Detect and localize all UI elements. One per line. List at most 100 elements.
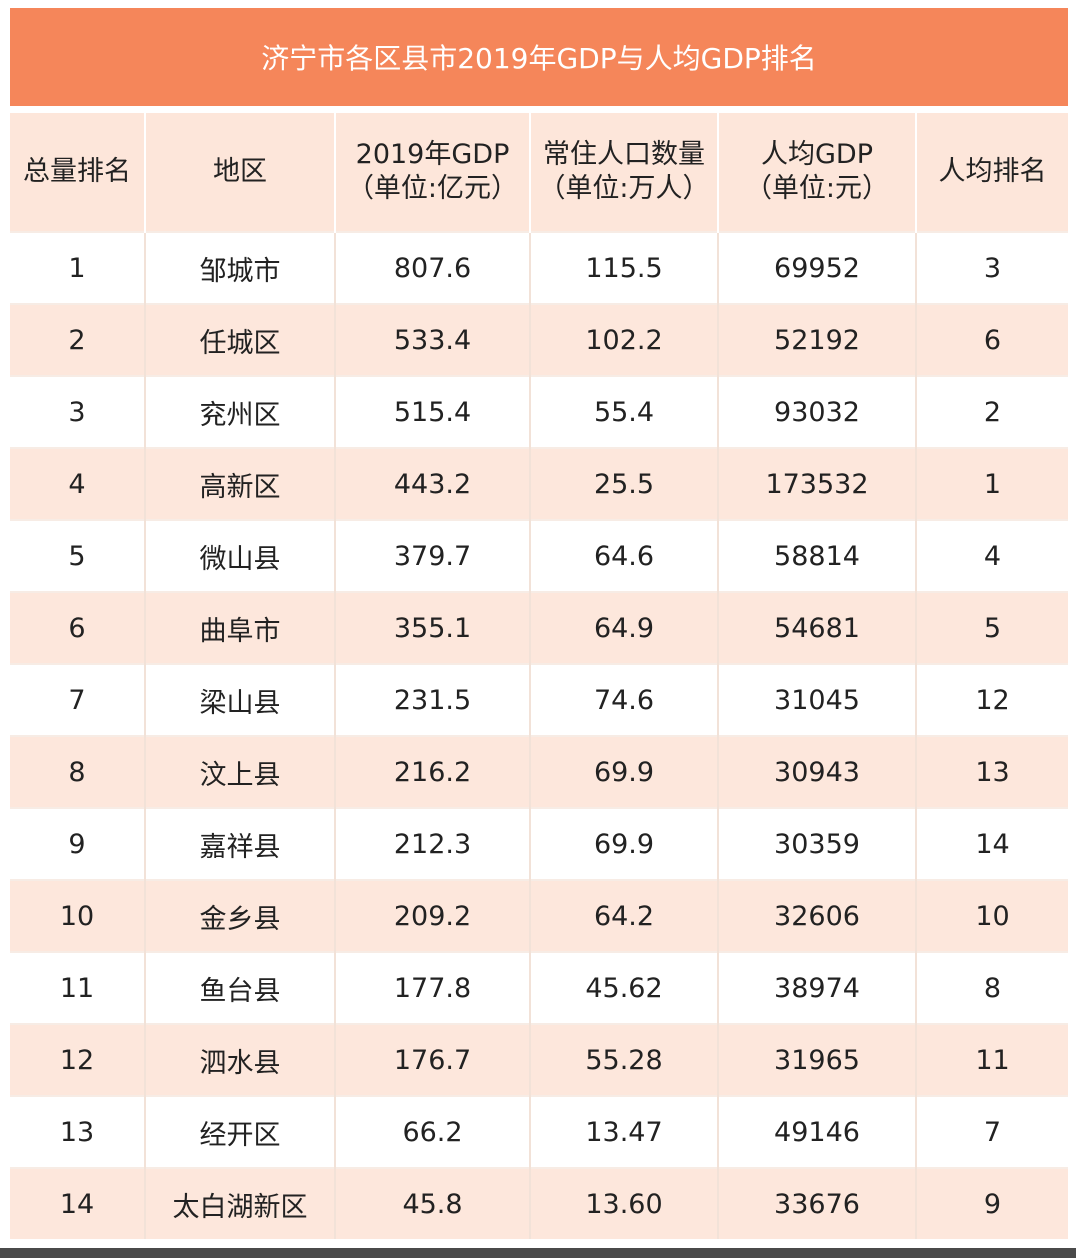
cell-per-capita-rank: 12 (916, 663, 1068, 736)
table-header: 总量排名 地区 2019年GDP （单位:亿元） 常住人口数量 （单位:万人） 人均GDP （… (10, 113, 1068, 232)
cell-gdp: 45.8 (335, 1167, 531, 1239)
cell-population: 13.60 (530, 1167, 719, 1239)
cell-per-capita-rank: 1 (916, 447, 1068, 520)
cell-region: 梁山县 (145, 663, 336, 736)
table-row: 2 任城区 533.4 102.2 52192 6 (10, 303, 1068, 376)
header-line: （单位:元） (744, 173, 890, 204)
title-bar: 济宁市各区县市2019年GDP与人均GDP排名 (10, 8, 1068, 106)
cell-total-rank: 10 (10, 879, 146, 952)
cell-gdp-per-capita: 52192 (718, 303, 917, 376)
header-line: 地区 (213, 156, 267, 187)
table-row: 4 高新区 443.2 25.5 173532 1 (10, 447, 1068, 520)
cell-total-rank: 12 (10, 1023, 146, 1096)
table-row: 14 太白湖新区 45.8 13.60 33676 9 (10, 1167, 1068, 1239)
cell-population: 64.9 (530, 591, 719, 664)
cell-population: 13.47 (530, 1095, 719, 1168)
cell-region: 泗水县 (145, 1023, 336, 1096)
table-row: 13 经开区 66.2 13.47 49146 7 (10, 1095, 1068, 1168)
header-gdp: 2019年GDP （单位:亿元） (335, 113, 531, 232)
cell-gdp: 176.7 (335, 1023, 531, 1096)
cell-per-capita-rank: 14 (916, 807, 1068, 880)
table-title: 济宁市各区县市2019年GDP与人均GDP排名 (261, 42, 817, 75)
cell-per-capita-rank: 4 (916, 519, 1068, 592)
cell-region: 任城区 (145, 303, 336, 376)
cell-region: 金乡县 (145, 879, 336, 952)
gdp-table: 总量排名 地区 2019年GDP （单位:亿元） 常住人口数量 （单位:万人） 人均GDP （… (10, 113, 1068, 1239)
table-row: 7 梁山县 231.5 74.6 31045 12 (10, 663, 1068, 736)
cell-population: 64.2 (530, 879, 719, 952)
cell-population: 64.6 (530, 519, 719, 592)
cell-gdp: 66.2 (335, 1095, 531, 1168)
table-row: 6 曲阜市 355.1 64.9 54681 5 (10, 591, 1068, 664)
cell-total-rank: 2 (10, 303, 146, 376)
header-line: 总量排名 (23, 156, 131, 187)
cell-population: 69.9 (530, 735, 719, 808)
cell-population: 102.2 (530, 303, 719, 376)
cell-total-rank: 5 (10, 519, 146, 592)
header-line: （单位:亿元） (346, 173, 519, 204)
cell-total-rank: 8 (10, 735, 146, 808)
cell-gdp-per-capita: 38974 (718, 951, 917, 1024)
cell-gdp: 443.2 (335, 447, 531, 520)
cell-gdp: 231.5 (335, 663, 531, 736)
cell-per-capita-rank: 11 (916, 1023, 1068, 1096)
cell-per-capita-rank: 13 (916, 735, 1068, 808)
cell-population: 25.5 (530, 447, 719, 520)
header-per-capita-rank: 人均排名 (916, 113, 1068, 232)
cell-total-rank: 9 (10, 807, 146, 880)
cell-gdp: 807.6 (335, 231, 531, 304)
cell-population: 69.9 (530, 807, 719, 880)
cell-per-capita-rank: 3 (916, 231, 1068, 304)
cell-per-capita-rank: 9 (916, 1167, 1068, 1239)
table-row: 10 金乡县 209.2 64.2 32606 10 (10, 879, 1068, 952)
cell-gdp-per-capita: 173532 (718, 447, 917, 520)
table-row: 1 邹城市 807.6 115.5 69952 3 (10, 231, 1068, 304)
cell-gdp-per-capita: 58814 (718, 519, 917, 592)
cell-region: 微山县 (145, 519, 336, 592)
cell-total-rank: 7 (10, 663, 146, 736)
cell-total-rank: 3 (10, 375, 146, 448)
cell-gdp-per-capita: 49146 (718, 1095, 917, 1168)
cell-gdp-per-capita: 93032 (718, 375, 917, 448)
table-row: 5 微山县 379.7 64.6 58814 4 (10, 519, 1068, 592)
cell-gdp-per-capita: 31965 (718, 1023, 917, 1096)
cell-population: 55.4 (530, 375, 719, 448)
cell-total-rank: 1 (10, 231, 146, 304)
cell-population: 55.28 (530, 1023, 719, 1096)
cell-total-rank: 11 (10, 951, 146, 1024)
cell-gdp: 177.8 (335, 951, 531, 1024)
cell-gdp-per-capita: 69952 (718, 231, 917, 304)
cell-population: 45.62 (530, 951, 719, 1024)
cell-gdp: 212.3 (335, 807, 531, 880)
cell-gdp: 533.4 (335, 303, 531, 376)
cell-gdp: 209.2 (335, 879, 531, 952)
cell-region: 鱼台县 (145, 951, 336, 1024)
cell-per-capita-rank: 8 (916, 951, 1068, 1024)
cell-region: 太白湖新区 (145, 1167, 336, 1239)
header-line: （单位:万人） (538, 173, 710, 204)
cell-per-capita-rank: 2 (916, 375, 1068, 448)
cell-total-rank: 4 (10, 447, 146, 520)
cell-per-capita-rank: 10 (916, 879, 1068, 952)
cell-per-capita-rank: 5 (916, 591, 1068, 664)
cell-gdp: 515.4 (335, 375, 531, 448)
cell-region: 高新区 (145, 447, 336, 520)
cell-population: 115.5 (530, 231, 719, 304)
header-line: 人均GDP (761, 139, 873, 170)
cell-per-capita-rank: 7 (916, 1095, 1068, 1168)
cell-gdp-per-capita: 32606 (718, 879, 917, 952)
cell-gdp: 216.2 (335, 735, 531, 808)
table-row: 9 嘉祥县 212.3 69.9 30359 14 (10, 807, 1068, 880)
header-line: 常住人口数量 (543, 139, 705, 170)
table-body: 1 邹城市 807.6 115.5 69952 3 2 任城区 533.4 102.2 52192 6… (10, 231, 1068, 1239)
cell-gdp-per-capita: 30359 (718, 807, 917, 880)
cell-gdp-per-capita: 54681 (718, 591, 917, 664)
cell-total-rank: 14 (10, 1167, 146, 1239)
cell-gdp-per-capita: 31045 (718, 663, 917, 736)
header-total-rank: 总量排名 (10, 113, 146, 232)
cell-region: 嘉祥县 (145, 807, 336, 880)
bottom-edge-strip (0, 1248, 1076, 1258)
cell-region: 曲阜市 (145, 591, 336, 664)
cell-region: 汶上县 (145, 735, 336, 808)
table-row: 3 兖州区 515.4 55.4 93032 2 (10, 375, 1068, 448)
